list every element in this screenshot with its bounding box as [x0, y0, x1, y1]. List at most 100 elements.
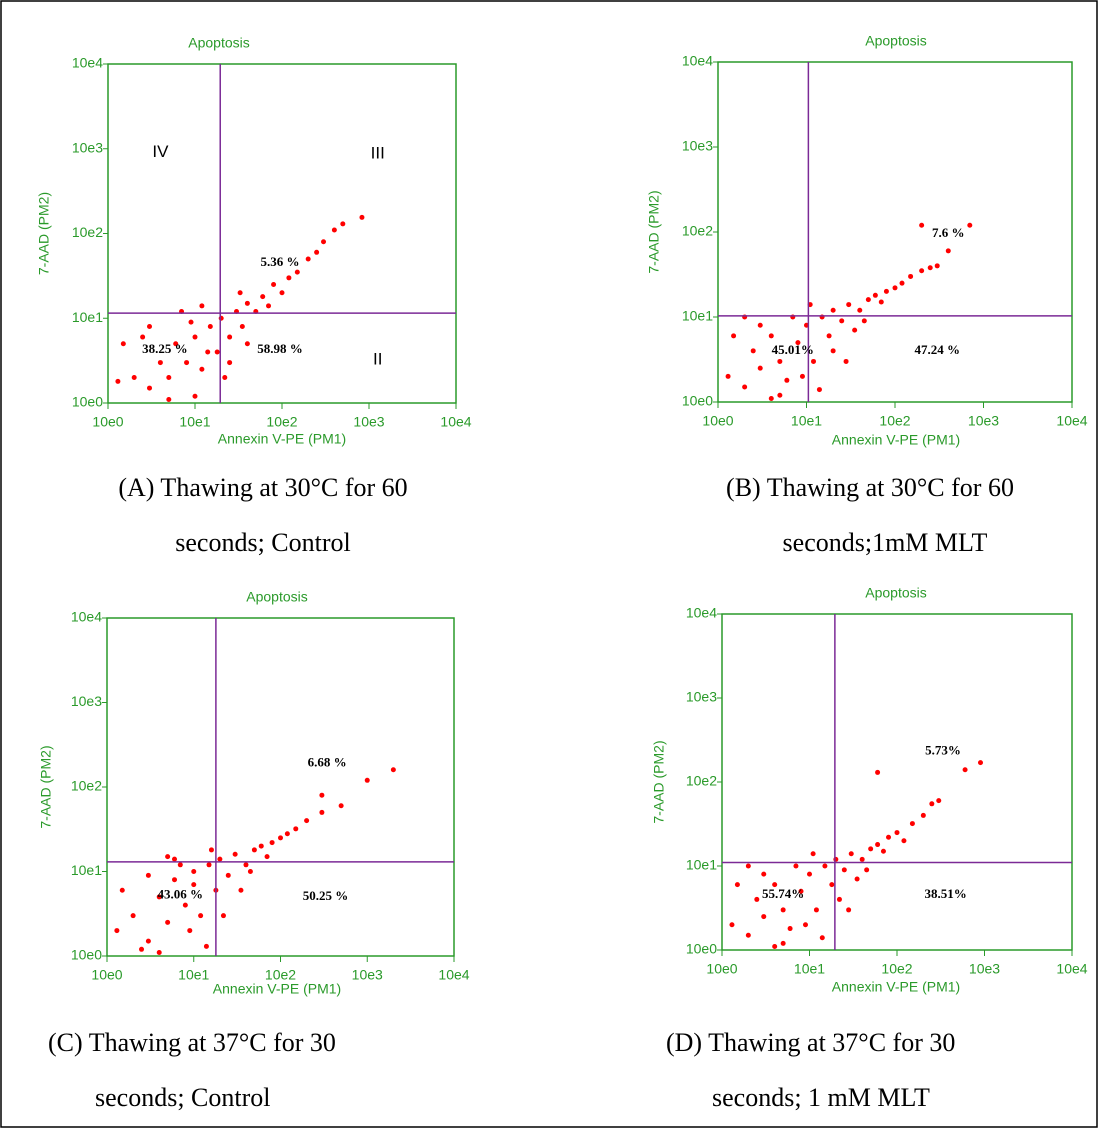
point: [731, 333, 737, 339]
point: [859, 856, 865, 862]
y-axis-label: 7-AAD (PM2): [36, 192, 52, 275]
point: [156, 950, 162, 956]
point: [819, 935, 825, 941]
point: [206, 862, 212, 868]
point: [784, 377, 790, 383]
caption: (B) Thawing at 30°C for 60: [726, 473, 1014, 502]
point: [854, 876, 860, 882]
point: [909, 821, 915, 827]
point: [816, 387, 822, 393]
quadrant-percent: 45.01%: [772, 342, 814, 357]
point: [260, 294, 266, 300]
point: [227, 360, 233, 366]
x-tick-label: 10e3: [969, 961, 1000, 977]
point: [203, 943, 209, 949]
point: [880, 848, 886, 854]
x-tick-label: 10e0: [92, 414, 123, 430]
point: [836, 896, 842, 902]
point: [314, 249, 320, 255]
point: [359, 214, 365, 220]
point: [839, 318, 845, 324]
point: [191, 882, 197, 888]
quadrant-percent: 50.25 %: [303, 888, 349, 903]
point: [772, 882, 778, 888]
quadrant-percent: 38.25 %: [142, 341, 188, 356]
point: [936, 798, 942, 804]
point: [165, 854, 171, 860]
point: [899, 280, 905, 286]
x-tick-label: 10e4: [440, 414, 471, 430]
plot-frame: [721, 613, 1073, 951]
plot-frame: [107, 63, 457, 404]
point: [340, 221, 346, 227]
x-tick-label: 10e0: [706, 961, 737, 977]
point: [843, 358, 849, 364]
caption: seconds; Control: [95, 1083, 271, 1112]
point: [238, 887, 244, 893]
point: [892, 285, 898, 291]
point: [258, 843, 264, 849]
point: [157, 360, 163, 366]
point: [237, 290, 243, 296]
point: [934, 263, 940, 269]
x-axis-label: Annexin V-PE (PM1): [832, 979, 960, 995]
point: [364, 777, 370, 783]
point: [119, 887, 125, 893]
point: [886, 834, 892, 840]
point: [822, 863, 828, 869]
caption: (D) Thawing at 37°C for 30: [666, 1028, 955, 1057]
point: [754, 896, 760, 902]
point: [802, 922, 808, 928]
point: [807, 871, 812, 877]
quadrant-percent: 5.36 %: [261, 254, 300, 269]
point: [977, 760, 983, 766]
point: [787, 926, 793, 932]
point: [833, 856, 839, 862]
point: [768, 395, 774, 401]
point: [286, 275, 292, 281]
y-tick-label: 10e1: [72, 309, 103, 325]
plot-frame: [106, 617, 455, 957]
y-tick-label: 10e1: [71, 862, 102, 878]
point: [830, 348, 836, 354]
point: [182, 902, 188, 908]
point: [841, 867, 847, 873]
point: [868, 846, 874, 852]
point: [247, 869, 253, 874]
caption: (C) Thawing at 37°C for 30: [48, 1028, 336, 1057]
y-tick-label: 10e4: [682, 53, 713, 69]
x-tick-label: 10e2: [879, 413, 910, 429]
point: [293, 826, 299, 832]
point: [761, 914, 767, 920]
point: [131, 374, 137, 380]
y-tick-label: 10e3: [71, 693, 102, 709]
x-tick-label: 10e0: [702, 413, 733, 429]
point: [883, 288, 889, 294]
point: [191, 869, 197, 874]
point: [799, 373, 805, 379]
y-tick-label: 10e2: [682, 223, 713, 239]
y-tick-label: 10e0: [686, 941, 717, 957]
y-tick-label: 10e3: [682, 138, 713, 154]
caption: seconds;1mM MLT: [783, 528, 988, 557]
point: [227, 334, 233, 340]
point: [140, 334, 146, 340]
x-tick-label: 10e2: [265, 967, 296, 983]
point: [217, 856, 223, 862]
point: [829, 882, 835, 888]
x-axis-label: Annexin V-PE (PM1): [832, 432, 960, 448]
point: [810, 851, 816, 857]
quadrant-percent: 43.06 %: [158, 886, 204, 901]
point: [321, 239, 327, 245]
point: [846, 907, 852, 913]
x-axis-label: Annexin V-PE (PM1): [218, 431, 346, 447]
point: [331, 227, 337, 233]
quadrant-label: II: [373, 350, 382, 369]
quadrant-percent: 5.73%: [925, 743, 961, 758]
point: [199, 366, 205, 372]
point: [172, 877, 178, 883]
x-tick-label: 10e0: [91, 967, 122, 983]
point: [279, 290, 285, 296]
point: [734, 882, 740, 888]
